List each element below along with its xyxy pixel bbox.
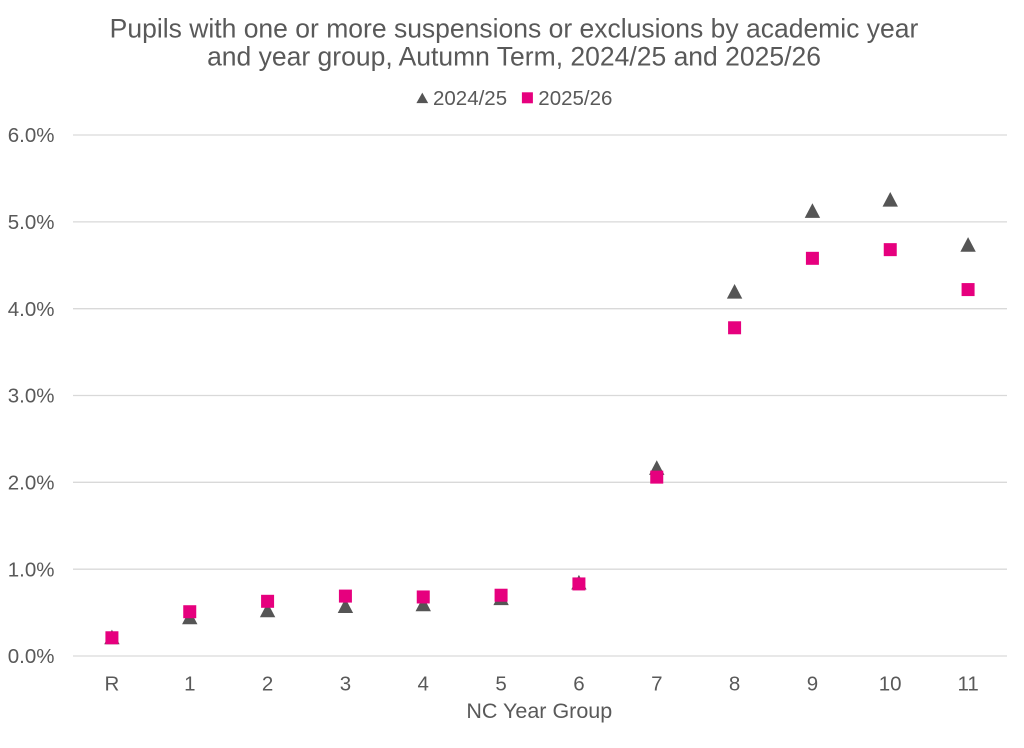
svg-text:3.0%: 3.0% — [8, 385, 55, 408]
svg-text:0.0%: 0.0% — [8, 645, 55, 668]
svg-text:and year group, Autumn Term, 2: and year group, Autumn Term, 2024/25 and… — [207, 42, 821, 72]
svg-text:10: 10 — [879, 673, 902, 696]
svg-text:7: 7 — [651, 673, 662, 696]
svg-text:2025/26: 2025/26 — [538, 87, 612, 110]
svg-text:9: 9 — [807, 673, 818, 696]
svg-text:8: 8 — [729, 673, 740, 696]
svg-text:4: 4 — [417, 673, 428, 696]
svg-text:1: 1 — [184, 673, 195, 696]
svg-text:5: 5 — [495, 673, 506, 696]
svg-text:1.0%: 1.0% — [8, 558, 55, 581]
svg-text:R: R — [104, 673, 119, 696]
svg-text:NC Year Group: NC Year Group — [466, 699, 612, 723]
svg-text:5.0%: 5.0% — [8, 211, 55, 234]
svg-text:6: 6 — [573, 673, 584, 696]
svg-text:4.0%: 4.0% — [8, 298, 55, 321]
svg-text:2: 2 — [262, 673, 273, 696]
svg-text:6.0%: 6.0% — [8, 124, 55, 147]
svg-text:11: 11 — [957, 673, 978, 696]
svg-text:2.0%: 2.0% — [8, 472, 55, 495]
svg-text:3: 3 — [340, 673, 351, 696]
svg-text:Pupils with one or more suspen: Pupils with one or more suspensions or e… — [110, 14, 919, 44]
svg-text:2024/25: 2024/25 — [433, 87, 507, 110]
